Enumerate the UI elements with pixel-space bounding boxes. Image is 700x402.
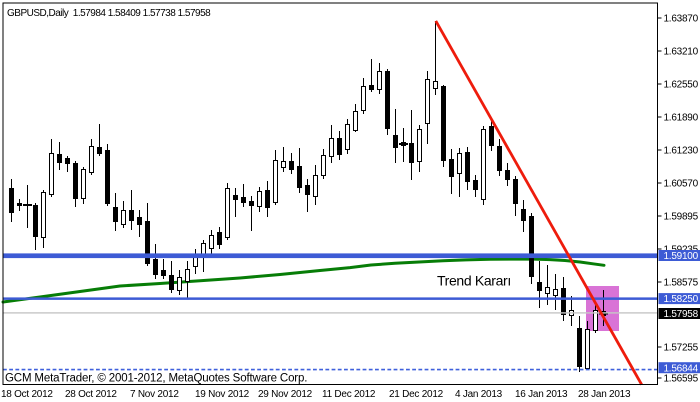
svg-text:28 Jan 2013: 28 Jan 2013	[578, 389, 631, 400]
svg-text:1.56595: 1.56595	[664, 374, 699, 385]
svg-text:29 Nov 2012: 29 Nov 2012	[258, 389, 313, 400]
svg-text:1.62550: 1.62550	[664, 80, 699, 91]
svg-text:1.63870: 1.63870	[664, 14, 699, 25]
svg-text:11 Dec 2012: 11 Dec 2012	[322, 389, 376, 400]
svg-text:1.59895: 1.59895	[664, 212, 699, 223]
svg-text:1.57958: 1.57958	[664, 309, 699, 320]
svg-text:4 Jan 2013: 4 Jan 2013	[455, 389, 503, 400]
svg-text:1.61890: 1.61890	[664, 113, 699, 124]
svg-text:1.58250: 1.58250	[664, 294, 699, 305]
svg-text:1.57255: 1.57255	[664, 343, 699, 354]
svg-text:GBPUSD,Daily 1.57984 1.58409: GBPUSD,Daily 1.57984 1.58409 1.57738 1.5…	[7, 8, 211, 19]
svg-text:1.58575: 1.58575	[664, 278, 699, 289]
svg-text:16 Jan 2013: 16 Jan 2013	[515, 389, 568, 400]
svg-text:28 Oct 2012: 28 Oct 2012	[65, 389, 117, 400]
svg-text:GCM MetaTrader, © 2001-2012, M: GCM MetaTrader, © 2001-2012, MetaQuotes …	[5, 373, 307, 385]
svg-text:7 Nov 2012: 7 Nov 2012	[130, 389, 179, 400]
svg-text:Trend Kararı: Trend Kararı	[437, 273, 511, 289]
svg-text:1.60570: 1.60570	[664, 179, 699, 190]
svg-text:21 Dec 2012: 21 Dec 2012	[389, 389, 444, 400]
svg-text:1.63210: 1.63210	[664, 47, 699, 58]
svg-text:1.56844: 1.56844	[664, 363, 699, 374]
svg-text:1.61230: 1.61230	[664, 146, 699, 157]
svg-text:18 Oct 2012: 18 Oct 2012	[1, 389, 53, 400]
svg-text:19 Nov 2012: 19 Nov 2012	[195, 389, 250, 400]
svg-text:1.59100: 1.59100	[664, 251, 699, 262]
